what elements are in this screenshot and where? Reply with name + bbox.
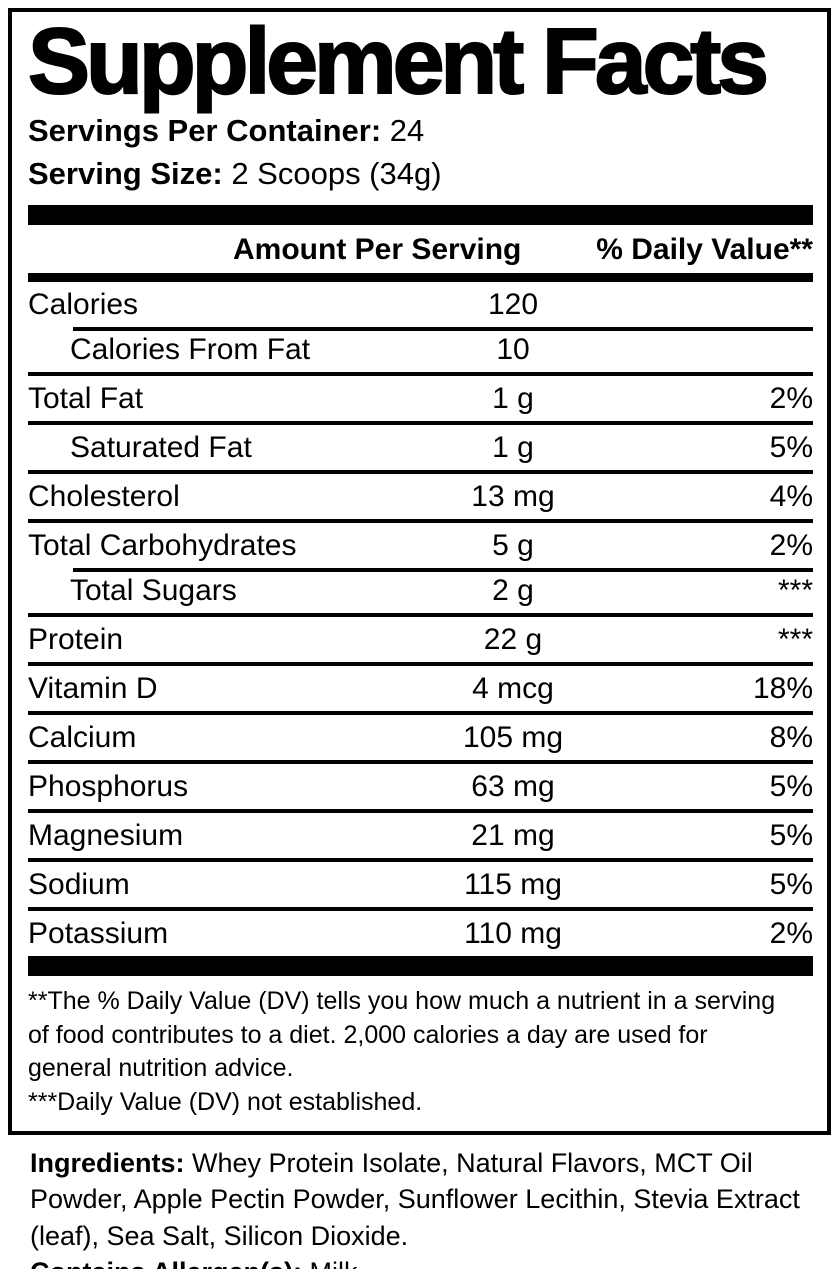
nutrient-daily-value: 5%	[769, 430, 813, 464]
allergen-value: Milk	[310, 1257, 358, 1269]
nutrient-name: Magnesium	[28, 818, 184, 852]
nutrient-amount: 2 g	[492, 573, 534, 607]
ingredients-section: Ingredients: Whey Protein Isolate, Natur…	[8, 1145, 831, 1269]
nutrient-name: Saturated Fat	[70, 430, 252, 464]
serving-size-label: Serving Size:	[28, 155, 223, 191]
nutrient-row: Saturated Fat 1 g 5%	[28, 421, 813, 470]
separator-bar-top	[28, 205, 813, 226]
nutrient-daily-value: 4%	[769, 479, 813, 513]
nutrient-name: Protein	[28, 622, 124, 656]
nutrient-row: Calories 120	[28, 282, 813, 327]
nutrient-row: Total Fat 1 g 2%	[28, 372, 813, 421]
daily-value-header: % Daily Value**	[596, 233, 813, 267]
nutrient-amount: 1 g	[492, 430, 534, 464]
nutrient-daily-value: 8%	[769, 720, 813, 754]
nutrient-row: Potassium 110 mg 2%	[28, 907, 813, 956]
nutrient-amount: 4 mcg	[472, 671, 554, 705]
servings-per-container-line: Servings Per Container: 24	[28, 110, 813, 153]
panel-title: Supplement Facts	[27, 9, 770, 113]
nutrient-daily-value: ***	[777, 573, 813, 607]
nutrient-amount: 21 mg	[471, 818, 555, 852]
nutrient-row: Phosphorus 63 mg 5%	[28, 760, 813, 809]
nutrient-name: Total Carbohydrates	[28, 528, 297, 562]
nutrient-row: Sodium 115 mg 5%	[28, 858, 813, 907]
servings-per-container-value: 24	[389, 112, 425, 148]
footnotes: **The % Daily Value (DV) tells you how m…	[28, 976, 813, 1125]
nutrient-row: Total Carbohydrates 5 g 2%	[28, 519, 813, 568]
dv-not-established-footnote: ***Daily Value (DV) not established.	[28, 1087, 423, 1116]
amount-per-serving-header: Amount Per Serving	[233, 233, 522, 267]
nutrient-row: Cholesterol 13 mg 4%	[28, 470, 813, 519]
nutrient-name: Vitamin D	[28, 671, 158, 705]
nutrient-row: Calcium 105 mg 8%	[28, 711, 813, 760]
nutrient-row: Total Sugars 2 g ***	[28, 568, 813, 613]
nutrient-row: Protein 22 g ***	[28, 613, 813, 662]
nutrient-amount: 105 mg	[462, 720, 564, 754]
nutrient-amount: 63 mg	[471, 769, 555, 803]
supplement-facts-panel: Supplement Facts Servings Per Container:…	[8, 8, 831, 1136]
nutrient-row: Vitamin D 4 mcg 18%	[28, 662, 813, 711]
nutrient-amount: 13 mg	[471, 479, 555, 513]
nutrient-amount: 115 mg	[464, 867, 562, 901]
nutrient-daily-value: 18%	[752, 671, 813, 705]
servings-per-container-label: Servings Per Container:	[28, 112, 382, 148]
nutrient-row: Calories From Fat 10	[28, 327, 813, 372]
nutrient-name: Calcium	[28, 720, 137, 754]
nutrient-amount: 5 g	[492, 528, 534, 562]
table-header: Amount Per Serving % Daily Value**	[28, 225, 813, 283]
nutrient-daily-value: 5%	[769, 769, 813, 803]
serving-size-line: Serving Size: 2 Scoops (34g)	[28, 153, 813, 196]
nutrient-amount: 22 g	[483, 622, 543, 656]
nutrient-name: Total Fat	[28, 381, 144, 415]
daily-value-footnote: **The % Daily Value (DV) tells you how m…	[28, 987, 776, 1083]
ingredients-text: Whey Protein Isolate, Natural Flavors, M…	[30, 1148, 800, 1251]
nutrient-name: Total Sugars	[70, 573, 237, 607]
nutrient-row: Magnesium 21 mg 5%	[28, 809, 813, 858]
nutrient-name: Sodium	[28, 867, 130, 901]
serving-size-value: 2 Scoops (34g)	[231, 155, 442, 191]
nutrient-daily-value: 2%	[769, 916, 813, 950]
nutrient-name: Phosphorus	[28, 769, 189, 803]
separator-bar-bottom	[28, 956, 813, 977]
nutrient-name: Potassium	[28, 916, 169, 950]
allergen-label: Contains Allergen(s):	[30, 1257, 302, 1269]
ingredients-label: Ingredients:	[30, 1148, 185, 1179]
nutrient-name: Cholesterol	[28, 479, 180, 513]
nutrient-amount: 120	[487, 287, 539, 321]
nutrient-daily-value: 2%	[769, 381, 813, 415]
nutrient-name: Calories From Fat	[70, 332, 311, 366]
nutrient-amount: 1 g	[492, 381, 534, 415]
allergen-line: Contains Allergen(s): Milk	[30, 1254, 821, 1269]
nutrient-daily-value: ***	[777, 622, 813, 656]
nutrient-table-body: Calories 120 Calories From Fat 10 Total …	[28, 282, 813, 956]
nutrient-daily-value: 5%	[769, 818, 813, 852]
nutrient-amount: 110 mg	[464, 916, 562, 950]
nutrient-daily-value: 2%	[769, 528, 813, 562]
nutrient-amount: 10	[496, 332, 530, 366]
nutrient-name: Calories	[28, 287, 139, 321]
ingredients-line: Ingredients: Whey Protein Isolate, Natur…	[30, 1145, 821, 1254]
nutrient-daily-value: 5%	[769, 867, 813, 901]
